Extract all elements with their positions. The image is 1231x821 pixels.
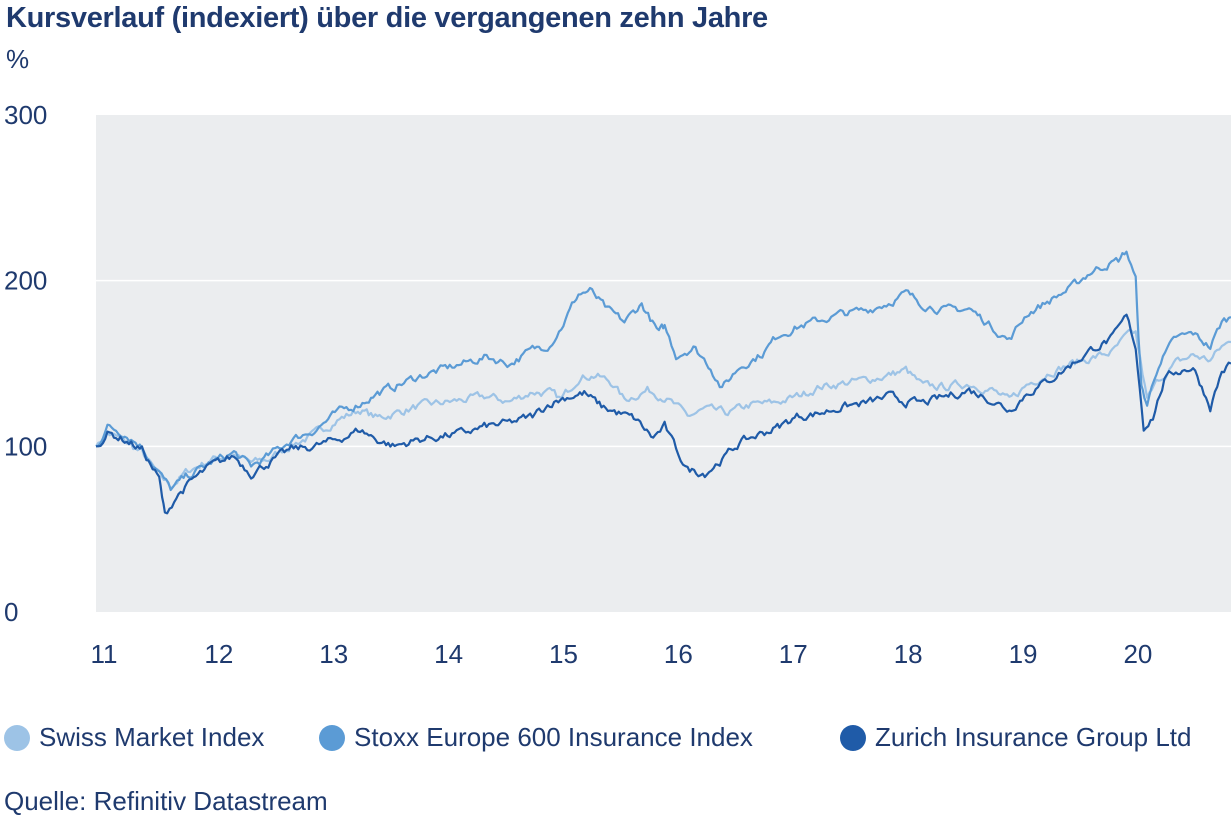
line-chart: 0 100 200 300 11 12 13 14 15 16 17 18 19 20 <box>4 100 1231 669</box>
series-line-stoxx <box>95 250 1231 492</box>
x-tick-label: 20 <box>1123 639 1152 669</box>
x-tick-label: 12 <box>204 639 233 669</box>
x-tick-label: 15 <box>549 639 578 669</box>
plot-area <box>96 115 1231 612</box>
legend-item-zurich: Zurich Insurance Group Ltd <box>840 722 1192 753</box>
series-line-zurich <box>96 313 1231 515</box>
x-tick-label: 17 <box>779 639 808 669</box>
x-tick-label: 18 <box>894 639 923 669</box>
x-tick-label: 14 <box>434 639 463 669</box>
legend-label-zurich: Zurich Insurance Group Ltd <box>875 722 1192 752</box>
x-tick-label: 13 <box>319 639 348 669</box>
x-tick-label: 16 <box>664 639 693 669</box>
legend: Swiss Market Index Stoxx Europe 600 Insu… <box>4 722 1231 762</box>
source-note: Quelle: Refinitiv Datastream <box>4 786 328 816</box>
legend-swatch-smi <box>4 724 30 751</box>
legend-label-smi: Swiss Market Index <box>39 722 265 752</box>
chart-title: Kursverlauf (indexiert) über die vergang… <box>6 2 768 34</box>
y-axis-unit: % <box>6 44 30 74</box>
y-tick-label: 200 <box>4 266 47 296</box>
y-tick-label: 100 <box>4 431 47 461</box>
legend-swatch-stoxx <box>319 724 345 751</box>
y-tick-label: 0 <box>4 597 18 627</box>
legend-item-smi: Swiss Market Index <box>4 722 264 753</box>
legend-swatch-zurich <box>840 724 866 751</box>
y-tick-label: 300 <box>4 100 47 130</box>
legend-item-stoxx: Stoxx Europe 600 Insurance Index <box>319 722 753 753</box>
x-tick-label: 11 <box>91 639 118 669</box>
legend-label-stoxx: Stoxx Europe 600 Insurance Index <box>354 722 753 752</box>
x-tick-label: 19 <box>1009 639 1038 669</box>
